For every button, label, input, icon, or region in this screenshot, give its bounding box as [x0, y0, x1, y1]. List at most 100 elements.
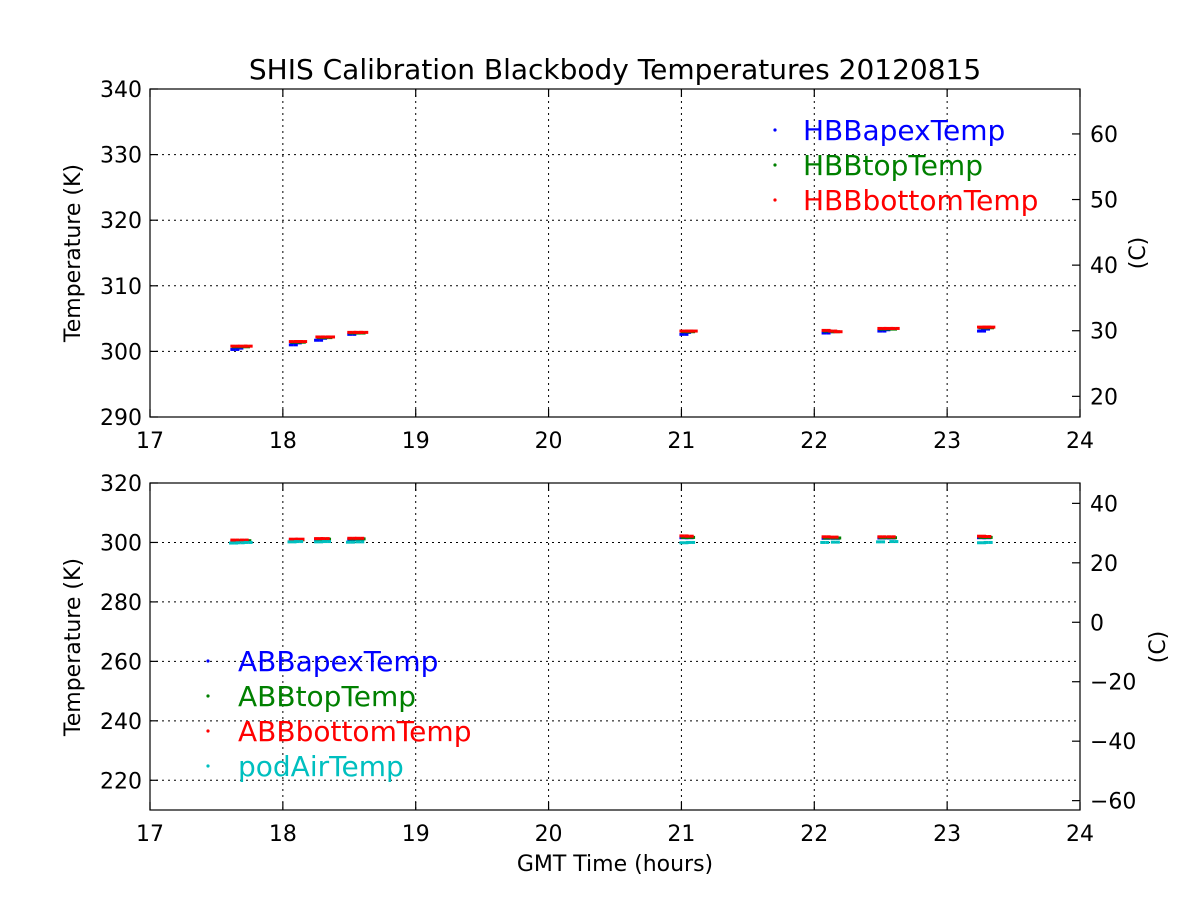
bottom-legend-entry: ABBtopTemp: [238, 680, 416, 713]
top-x-tick-label: 21: [667, 429, 695, 454]
top-data-point: [320, 335, 326, 339]
bottom-data-point: [240, 541, 245, 545]
bottom-data-point: [826, 535, 831, 539]
top-x-tick-label: 23: [933, 429, 961, 454]
top-data-point: [315, 335, 321, 339]
top-data-point: [684, 332, 689, 336]
bottom-data-point: [314, 540, 320, 544]
bottom-data-point: [244, 538, 249, 542]
top-data-point: [288, 340, 294, 344]
bottom-data-point: [825, 540, 830, 544]
bottom-axis-ticks: 17 18 19 20 21 22 23 24 220 240 260 280 300 320 40 20 0 −…: [100, 472, 1136, 847]
bottom-data-point: [347, 536, 353, 540]
top-right-tick-label: 30: [1090, 320, 1118, 345]
bottom-data-point: [345, 540, 351, 544]
bottom-data-point: [360, 540, 365, 544]
top-data-point: [294, 340, 300, 344]
bottom-data-point: [876, 540, 882, 544]
bottom-data-point: [684, 534, 690, 538]
top-data-point: [319, 338, 324, 342]
bottom-data-point: [355, 540, 361, 544]
bottom-right-tick-label: 40: [1090, 492, 1118, 517]
bottom-right-tick-label: 0: [1090, 611, 1104, 636]
top-right-tick-label: 50: [1090, 189, 1118, 214]
top-data-point: [364, 330, 369, 334]
bottom-x-tick-label: 22: [800, 822, 828, 847]
bottom-data-point: [691, 540, 696, 544]
bottom-x-tick-label: 21: [667, 822, 695, 847]
bottom-panel: 17 18 19 20 21 22 23 24 220 240 260 280 300 320 40 20 0 −…: [61, 472, 1171, 877]
bottom-data-point: [229, 541, 235, 545]
top-y-axis-label: Temperature (K): [61, 164, 86, 343]
top-data-point: [679, 332, 685, 336]
top-data-point: [331, 335, 336, 339]
bottom-x-tick-label: 24: [1066, 822, 1094, 847]
top-data-point: [877, 329, 883, 333]
top-data-point: [314, 338, 320, 342]
bottom-data-point: [319, 540, 324, 544]
bottom-data-point: [837, 536, 842, 540]
top-data-point: [821, 328, 827, 332]
bottom-data-point: [287, 540, 293, 544]
top-right-tick-label: 20: [1090, 385, 1118, 410]
bottom-plot-frame: [149, 482, 1081, 811]
bottom-legend-marker: [206, 764, 210, 768]
bottom-data-point: [314, 537, 320, 541]
bottom-data-point: [243, 540, 249, 544]
bottom-data-point: [360, 536, 365, 540]
top-legend-entry: HBBbottomTemp: [803, 184, 1038, 217]
top-x-tick-label: 18: [269, 429, 297, 454]
bottom-data-point: [983, 540, 989, 544]
top-y-tick-label: 320: [100, 209, 142, 234]
top-data-point: [243, 344, 249, 348]
bottom-data-point: [294, 540, 300, 544]
top-y-tick-label: 290: [100, 406, 142, 431]
bottom-data-point: [889, 540, 895, 544]
top-x-tick-label: 17: [136, 429, 164, 454]
top-panel: 17 18 19 20 21 22 23 24 290 300 310 320 330 340 20 30 40…: [61, 78, 1151, 454]
bottom-legend-marker: [206, 729, 210, 733]
bottom-legend-entry: podAirTemp: [238, 750, 404, 783]
top-data-point: [688, 329, 694, 333]
bottom-data-point: [239, 538, 245, 542]
bottom-data-point: [679, 541, 685, 545]
top-legend-marker: [773, 163, 777, 167]
top-data-point: [977, 329, 983, 333]
bottom-legend-entry: ABBbottomTemp: [238, 715, 471, 748]
top-y-tick-label: 340: [100, 78, 142, 103]
bottom-data-point: [882, 535, 887, 539]
x-axis-label: GMT Time (hours): [517, 852, 713, 877]
bottom-data-point: [679, 534, 685, 538]
bottom-data-point: [686, 540, 692, 544]
top-grid: [150, 89, 1080, 417]
bottom-y-tick-label: 300: [100, 531, 142, 556]
bottom-data-point: [247, 539, 252, 543]
bottom-data-point: [295, 537, 301, 541]
bottom-data-point: [987, 535, 992, 539]
bottom-right-axis-label: (C): [1146, 631, 1171, 664]
top-data-point: [326, 335, 332, 339]
bottom-data-point: [820, 540, 826, 544]
top-data-point: [833, 330, 839, 334]
bottom-legend-marker: [206, 694, 210, 698]
bottom-y-tick-label: 220: [100, 769, 142, 794]
bottom-data-point: [288, 537, 294, 541]
bottom-right-tick-label: −60: [1090, 790, 1136, 815]
chart-title: SHIS Calibration Blackbody Temperatures …: [249, 53, 981, 86]
top-data-point: [298, 340, 304, 344]
bottom-data-point: [834, 535, 839, 539]
top-x-tick-label: 22: [800, 429, 828, 454]
top-data-point: [288, 343, 294, 347]
bottom-data-point: [830, 540, 836, 544]
top-data-point: [821, 331, 827, 335]
bottom-data-point: [877, 535, 883, 539]
bottom-data-point: [235, 541, 241, 545]
bottom-x-tick-label: 18: [269, 822, 297, 847]
top-plot-frame: [149, 88, 1081, 418]
bottom-data-point: [689, 534, 694, 538]
bottom-data-point: [894, 540, 899, 544]
top-x-tick-label: 19: [402, 429, 430, 454]
bottom-data-points: [229, 534, 993, 545]
bottom-y-tick-label: 280: [100, 591, 142, 616]
